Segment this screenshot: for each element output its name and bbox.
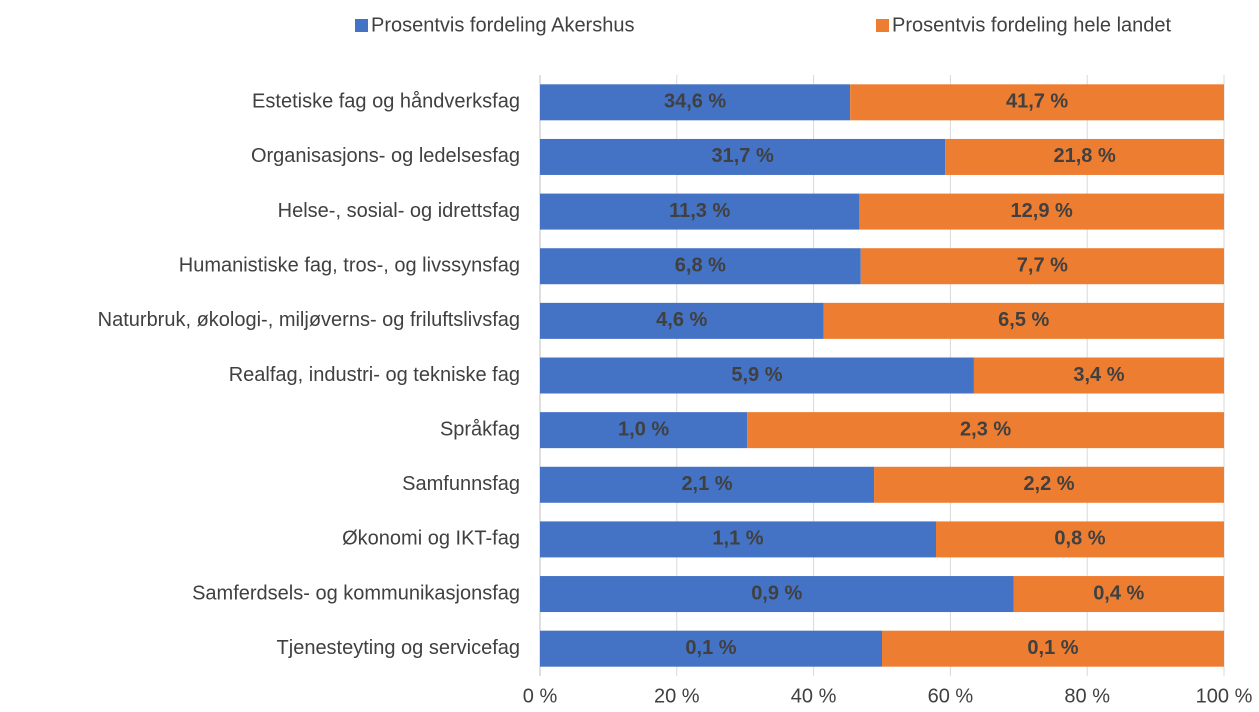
value-label: 2,1 %	[681, 473, 732, 495]
value-label: 0,1 %	[1027, 637, 1078, 659]
bar-segment	[540, 357, 974, 394]
x-tick-label: 80 %	[1064, 685, 1110, 707]
x-tick-label: 20 %	[654, 685, 700, 707]
bar-segment	[540, 302, 824, 339]
bar-segment	[823, 302, 1224, 339]
legend-label: Prosentvis fordeling Akershus	[371, 14, 634, 36]
bar-segment	[540, 576, 1014, 613]
x-tick-label: 60 %	[928, 685, 974, 707]
bar-segment	[1013, 576, 1224, 613]
value-label: 21,8 %	[1054, 145, 1116, 167]
value-label: 34,6 %	[664, 91, 726, 113]
value-label: 0,4 %	[1093, 582, 1144, 604]
value-label: 0,9 %	[751, 582, 802, 604]
y-tick-label: Realfag, industri- og tekniske fag	[229, 364, 520, 386]
y-tick-label: Estetiske fag og håndverksfag	[252, 91, 520, 113]
value-label: 2,3 %	[960, 418, 1011, 440]
bar-segment	[540, 138, 946, 175]
value-label: 2,2 %	[1023, 473, 1074, 495]
bar-segment	[540, 248, 861, 285]
value-label: 11,3 %	[669, 200, 730, 222]
bar-segment	[747, 412, 1224, 449]
bar-segment	[859, 193, 1224, 230]
value-label: 12,9 %	[1011, 200, 1073, 222]
y-tick-label: Samfunnsfag	[402, 473, 520, 495]
y-tick-label: Humanistiske fag, tros-, og livssynsfag	[179, 255, 520, 277]
value-label: 31,7 %	[712, 145, 774, 167]
bar-segment	[540, 521, 936, 558]
x-tick-label: 0 %	[523, 685, 558, 707]
bar-segment	[860, 248, 1224, 285]
value-label: 41,7 %	[1006, 91, 1068, 113]
y-tick-label: Naturbruk, økologi-, miljøverns- og fril…	[98, 309, 520, 331]
bar-segment	[936, 521, 1224, 558]
value-label: 7,7 %	[1017, 255, 1068, 277]
bar-segment	[540, 466, 875, 503]
value-label: 3,4 %	[1073, 364, 1124, 386]
value-label: 1,0 %	[618, 418, 669, 440]
bar-segment	[882, 630, 1224, 667]
y-tick-label: Tjenesteyting og servicefag	[277, 637, 520, 659]
y-tick-label: Samferdsels- og kommunikasjonsfag	[192, 582, 520, 604]
legend-swatch	[876, 19, 889, 32]
y-tick-label: Organisasjons- og ledelsesfag	[251, 145, 520, 167]
bar-segment	[540, 630, 882, 667]
value-label: 4,6 %	[656, 309, 707, 331]
y-tick-label: Økonomi og IKT-fag	[342, 528, 520, 550]
value-label: 5,9 %	[731, 364, 782, 386]
bar-segment	[540, 193, 860, 230]
bar-segment	[850, 84, 1224, 121]
value-label: 0,8 %	[1054, 528, 1105, 550]
bar-segment	[540, 412, 748, 449]
legend-swatch	[355, 19, 368, 32]
value-label: 6,5 %	[998, 309, 1049, 331]
x-tick-label: 100 %	[1196, 685, 1253, 707]
value-label: 0,1 %	[685, 637, 736, 659]
value-label: 6,8 %	[675, 255, 726, 277]
value-label: 1,1 %	[712, 528, 763, 550]
legend-label: Prosentvis fordeling hele landet	[892, 14, 1172, 36]
x-tick-label: 40 %	[791, 685, 837, 707]
y-tick-label: Helse-, sosial- og idrettsfag	[278, 200, 520, 222]
bar-segment	[540, 84, 851, 121]
bar-segment	[874, 466, 1224, 503]
bar-segment	[945, 138, 1224, 175]
y-tick-label: Språkfag	[440, 418, 520, 440]
bar-segment	[973, 357, 1224, 394]
